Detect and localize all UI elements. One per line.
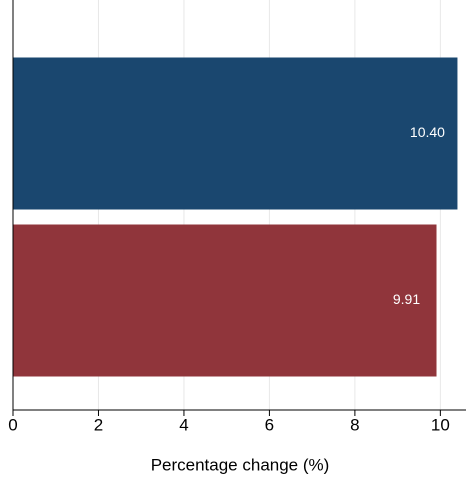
x-axis-title: Percentage change (%) <box>151 455 330 474</box>
x-tick-label: 2 <box>94 415 103 434</box>
x-tick-label: 4 <box>179 415 188 434</box>
bar <box>13 57 458 210</box>
x-tick-label: 10 <box>431 415 450 434</box>
x-tick-label: 8 <box>350 415 359 434</box>
x-tick-label: 0 <box>8 415 17 434</box>
bar-label: 9.91 <box>393 291 420 307</box>
bar-label: 10.40 <box>410 124 445 140</box>
x-tick-label: 6 <box>265 415 274 434</box>
bar <box>13 224 437 377</box>
